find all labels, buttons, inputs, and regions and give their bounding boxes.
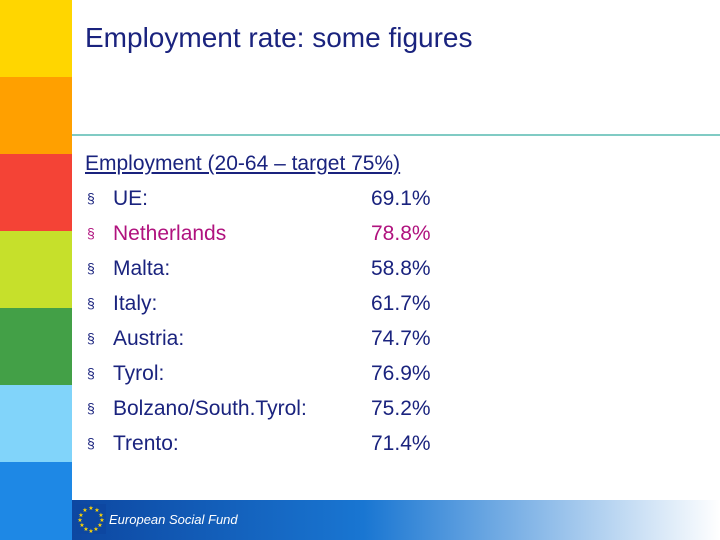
stripe-blue	[0, 462, 72, 540]
stripe-light-blue	[0, 385, 72, 462]
region-value: 76.9%	[371, 362, 431, 385]
list-item: § Italy: 61.7%	[85, 292, 485, 327]
svg-text:★: ★	[98, 512, 103, 519]
footer-label: European Social Fund	[109, 512, 238, 527]
eu-flag-icon: ★ ★ ★ ★ ★ ★ ★ ★ ★ ★ ★ ★	[76, 504, 106, 534]
region-name: Netherlands	[113, 222, 227, 245]
bullet-icon: §	[87, 400, 95, 416]
bullet-icon: §	[87, 225, 95, 241]
region-name: Tyrol:	[113, 362, 165, 385]
stripe-red	[0, 154, 72, 231]
region-value: 71.4%	[371, 432, 431, 455]
list-item: § Malta: 58.8%	[85, 257, 485, 292]
section-heading: Employment (20-64 – target 75%)	[85, 152, 401, 175]
region-name: Italy:	[113, 292, 158, 315]
region-value: 75.2%	[371, 397, 431, 420]
bullet-icon: §	[87, 295, 95, 311]
svg-text:★: ★	[97, 522, 102, 529]
bullet-icon: §	[87, 330, 95, 346]
footer-banner: ★ ★ ★ ★ ★ ★ ★ ★ ★ ★ ★ ★ European Social …	[72, 500, 720, 540]
region-value: 58.8%	[371, 257, 431, 280]
region-name: UE:	[113, 187, 149, 210]
stripe-lime	[0, 231, 72, 308]
svg-text:★: ★	[83, 526, 88, 533]
region-value: 61.7%	[371, 292, 431, 315]
list-item: § Tyrol: 76.9%	[85, 362, 485, 397]
svg-text:★: ★	[78, 512, 83, 519]
bullet-icon: §	[87, 435, 95, 451]
list-item: § Netherlands 78.8%	[85, 222, 485, 257]
svg-text:★: ★	[94, 507, 99, 514]
stripe-green	[0, 308, 72, 385]
list-item: § Austria: 74.7%	[85, 327, 485, 362]
region-name: Trento:	[113, 432, 179, 455]
svg-text:★: ★	[77, 517, 82, 524]
employment-list: § UE: 69.1% § Netherlands 78.8% § Malta:…	[85, 187, 485, 467]
title-divider	[72, 134, 720, 136]
region-value: 74.7%	[371, 327, 431, 350]
svg-text:★: ★	[79, 522, 84, 529]
svg-text:★: ★	[93, 526, 98, 533]
region-value: 78.8%	[371, 222, 431, 245]
page-title: Employment rate: some figures	[85, 22, 473, 53]
list-item: § UE: 69.1%	[85, 187, 485, 222]
stripe-orange	[0, 77, 72, 154]
list-item: § Bolzano/South.Tyrol: 75.2%	[85, 397, 485, 432]
color-stripe-bar	[0, 0, 72, 540]
svg-text:★: ★	[82, 507, 87, 514]
list-item: § Trento: 71.4%	[85, 432, 485, 467]
svg-text:★: ★	[99, 517, 104, 524]
bullet-icon: §	[87, 260, 95, 276]
bullet-icon: §	[87, 365, 95, 381]
region-value: 69.1%	[371, 187, 431, 210]
region-name: Bolzano/South.Tyrol:	[113, 397, 307, 420]
region-name: Malta:	[113, 257, 171, 280]
stripe-yellow	[0, 0, 72, 77]
svg-text:★: ★	[88, 528, 93, 534]
bullet-icon: §	[87, 190, 95, 206]
svg-text:★: ★	[88, 505, 93, 512]
region-name: Austria:	[113, 327, 185, 350]
